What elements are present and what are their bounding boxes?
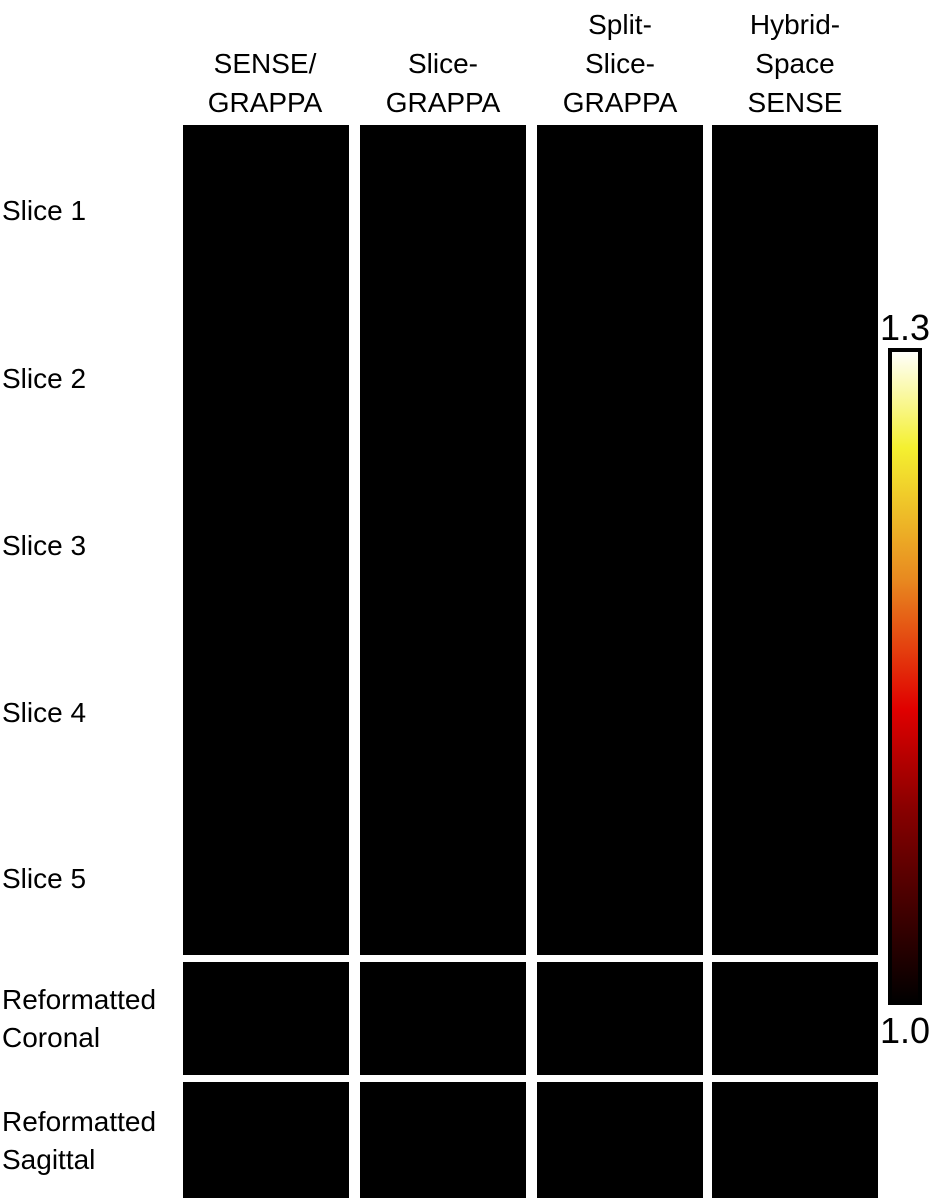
column-header: Hybrid- Space SENSE [748, 9, 843, 118]
panel-sagittal [712, 1082, 878, 1198]
row-label-line: Slice 3 [2, 530, 86, 561]
column-header-line: Split- [588, 9, 652, 40]
row-label: Slice 2 [2, 363, 86, 394]
colorbar [888, 348, 922, 1005]
panel-slices [183, 125, 349, 955]
row-label-line: Slice 1 [2, 195, 86, 226]
panel-sagittal [183, 1082, 349, 1198]
column-header-line: Slice- [585, 48, 655, 79]
panel-sagittal [537, 1082, 703, 1198]
row-label-line: Reformatted [2, 984, 156, 1015]
row-label: Reformatted Coronal [2, 984, 156, 1053]
panel-slices [360, 125, 526, 955]
panel-slices [537, 125, 703, 955]
column-header-line: SENSE [748, 87, 843, 118]
column-header-line: GRAPPA [208, 87, 323, 118]
column-header-line: GRAPPA [386, 87, 501, 118]
row-label: Slice 1 [2, 195, 86, 226]
row-label-line: Slice 4 [2, 697, 86, 728]
colorbar-max: 1.3 [880, 307, 930, 348]
column-header-line: Hybrid- [750, 9, 840, 40]
row-label-line: Coronal [2, 1022, 100, 1053]
panel-coronal [537, 962, 703, 1075]
row-label-line: Sagittal [2, 1144, 95, 1175]
row-label: Slice 5 [2, 863, 86, 894]
panel-slices [712, 125, 878, 955]
panel-coronal [360, 962, 526, 1075]
colorbar-min: 1.0 [880, 1010, 930, 1051]
panel-coronal [712, 962, 878, 1075]
row-label: Slice 4 [2, 697, 86, 728]
row-label: Slice 3 [2, 530, 86, 561]
row-label-line: Slice 2 [2, 363, 86, 394]
row-label: Reformatted Sagittal [2, 1106, 156, 1175]
column-header-line: Slice- [408, 48, 478, 79]
row-label-line: Slice 5 [2, 863, 86, 894]
column-header-line: SENSE/ [214, 48, 317, 79]
column-header: Split- Slice- GRAPPA [563, 9, 678, 118]
column-header-line: GRAPPA [563, 87, 678, 118]
panel-sagittal [360, 1082, 526, 1198]
panel-coronal [183, 962, 349, 1075]
column-header: SENSE/GRAPPA [208, 48, 323, 118]
column-header: Slice- GRAPPA [386, 48, 501, 118]
column-header-line: Space [755, 48, 834, 79]
row-label-line: Reformatted [2, 1106, 156, 1137]
